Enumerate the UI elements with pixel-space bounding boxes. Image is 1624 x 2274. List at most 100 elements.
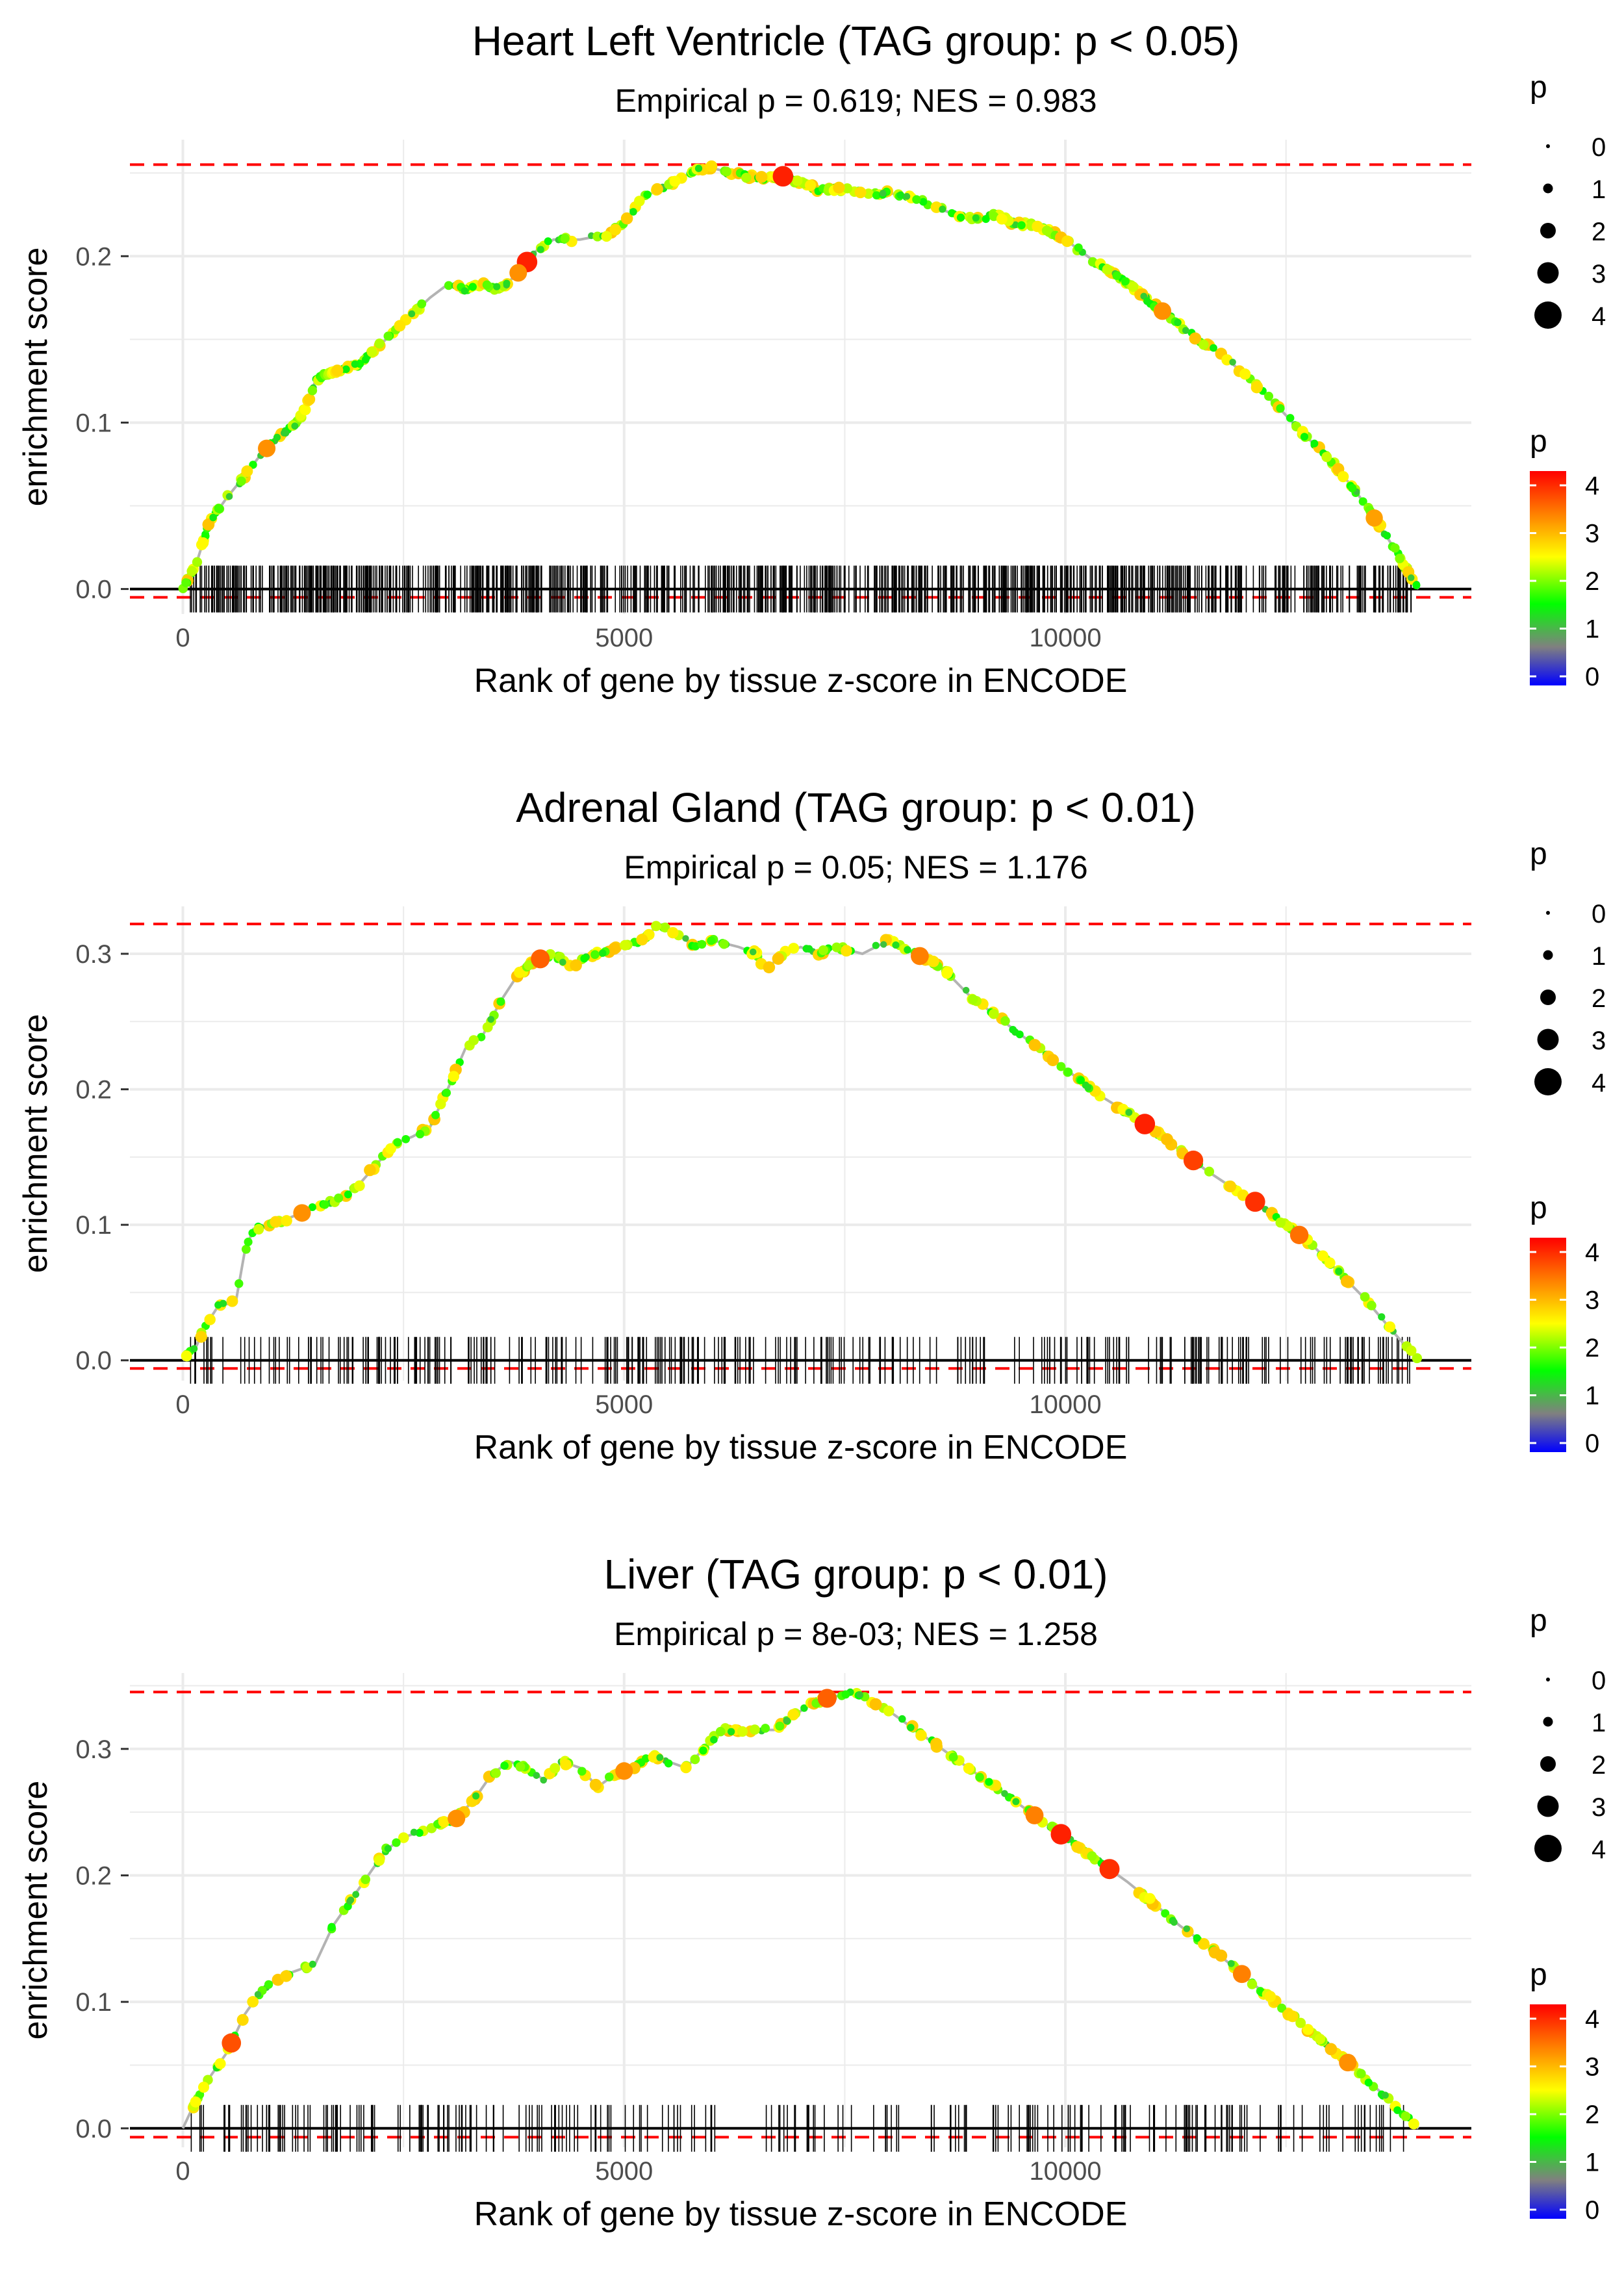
chart-title: Adrenal Gland (TAG group: p < 0.01) — [516, 784, 1196, 831]
highlight-point — [911, 947, 929, 965]
curve-point — [303, 393, 316, 405]
curve-points — [178, 160, 1421, 594]
curve-point — [307, 385, 318, 396]
curve-point — [364, 1164, 376, 1177]
highlight-point — [1339, 2054, 1357, 2072]
curve-point — [291, 422, 299, 430]
curve-point — [1047, 1054, 1059, 1066]
gridlines — [130, 906, 1471, 1381]
curve-point — [219, 1299, 227, 1307]
color-legend-label: 1 — [1585, 1382, 1599, 1411]
curve-point — [410, 1828, 418, 1836]
curve-point — [1324, 1257, 1336, 1269]
curve-point — [609, 224, 622, 236]
size-legend-label: 4 — [1592, 302, 1606, 331]
color-legend-label: 0 — [1585, 2196, 1599, 2225]
curve-point — [366, 346, 377, 357]
curve-point — [195, 1331, 207, 1343]
curve-point — [1348, 483, 1357, 492]
curve-point — [249, 461, 257, 469]
curve-point — [651, 921, 661, 932]
size-legend-key — [1537, 1028, 1559, 1051]
curve-point — [664, 1759, 673, 1768]
curve-point — [1143, 297, 1151, 305]
curve-point — [374, 1855, 385, 1866]
curve-point — [719, 939, 729, 949]
curve-point — [620, 212, 633, 225]
curve-point — [1358, 497, 1367, 506]
curve-point — [841, 1690, 850, 1699]
curve-point — [190, 2096, 201, 2108]
size-legend-key — [1540, 223, 1556, 238]
curve-point — [468, 1035, 479, 1045]
curve-point — [273, 433, 281, 441]
curve-point — [214, 504, 224, 513]
curve-point — [181, 578, 191, 587]
curve-point — [559, 958, 566, 966]
size-legend-title: p — [1530, 1603, 1547, 1638]
curve-point — [956, 213, 965, 222]
highlight-point — [817, 1689, 837, 1708]
x-tick-label: 0 — [175, 624, 190, 652]
size-legend-label: 3 — [1592, 1793, 1606, 1822]
curve-point — [1074, 243, 1083, 252]
y-tick-label: 0.2 — [75, 1076, 112, 1105]
size-legend-key — [1537, 1795, 1559, 1817]
curve-point — [869, 1698, 882, 1711]
curve-point — [996, 213, 1008, 225]
curve-point — [264, 1980, 273, 1989]
size-legend-label: 2 — [1592, 984, 1606, 1013]
size-legend-label: 0 — [1592, 1667, 1606, 1695]
curve-point — [500, 1761, 509, 1770]
curve-point — [533, 1772, 540, 1779]
curve-point — [1063, 1067, 1073, 1077]
curve-point — [1125, 1108, 1133, 1116]
curve-point — [589, 1778, 602, 1791]
color-legend-label: 2 — [1585, 2101, 1599, 2129]
color-legend-label: 4 — [1585, 2005, 1599, 2034]
curve-point — [856, 1691, 863, 1698]
curve-point — [907, 1724, 915, 1731]
highlight-point — [1050, 1824, 1072, 1845]
size-legend-key — [1540, 990, 1556, 1005]
curve-point — [1015, 1030, 1024, 1039]
curve-point — [1112, 271, 1121, 280]
curve-point — [392, 1838, 401, 1847]
curve-point — [334, 1193, 344, 1203]
curve-point — [710, 1735, 718, 1744]
highlight-point — [258, 439, 276, 457]
color-legend-bar — [1530, 2004, 1566, 2219]
curve-point — [1408, 2118, 1419, 2130]
x-tick-label: 10000 — [1029, 1390, 1101, 1419]
curve-point — [804, 179, 817, 192]
curve-point — [408, 310, 416, 318]
y-tick-label: 0.3 — [75, 940, 112, 969]
curve-point — [1227, 1960, 1235, 1967]
curve-point — [1406, 1345, 1417, 1356]
curve-point — [601, 231, 613, 242]
color-legend-label: 4 — [1585, 472, 1599, 500]
curve-point — [883, 1706, 894, 1717]
curve-point — [939, 205, 946, 213]
curve-point — [1367, 1301, 1377, 1310]
curve-point — [342, 365, 350, 374]
color-legend-title: p — [1530, 424, 1547, 459]
curve-point — [919, 198, 928, 206]
panel-3: Liver (TAG group: p < 0.01) Empirical p =… — [17, 1551, 1606, 2233]
curve-point — [514, 966, 526, 978]
curve-point — [941, 967, 953, 979]
curve-point — [1183, 1925, 1191, 1932]
curve-point — [415, 1828, 424, 1837]
curve-point — [620, 939, 631, 951]
x-axis-title: Rank of gene by tissue z-score in ENCODE — [474, 662, 1128, 700]
x-tick-label: 10000 — [1029, 2157, 1101, 2186]
curve-point — [361, 1874, 371, 1885]
curve-point — [490, 1768, 501, 1778]
curve-point — [448, 1071, 459, 1082]
curve-point — [280, 1970, 292, 1982]
curve-point — [354, 1180, 365, 1192]
curve-point — [442, 1088, 451, 1097]
curve-point — [468, 283, 477, 291]
curve-point — [417, 299, 427, 309]
curve-point — [680, 1761, 692, 1774]
